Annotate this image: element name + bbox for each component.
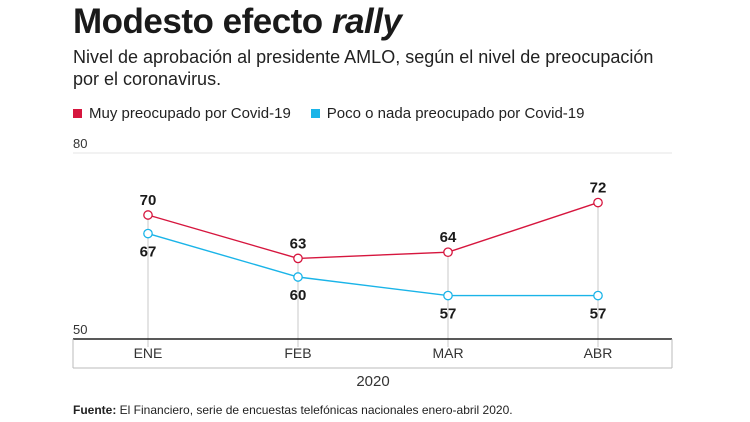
title-emphasis: rally — [331, 2, 402, 41]
series-0-data-label-feb: 63 — [290, 235, 307, 252]
series-1-point-abr — [593, 290, 603, 301]
series-0-data-label-ene: 70 — [140, 192, 157, 209]
legend: Muy preocupado por Covid-19 Poco o nada … — [73, 105, 604, 122]
legend-swatch-muy-preocupado — [73, 109, 82, 118]
series-0-point-mar — [443, 247, 453, 258]
series-0-data-label-abr: 72 — [590, 180, 607, 197]
x-tick-label-mar: MAR — [432, 345, 463, 361]
series-1-data-label-abr: 57 — [590, 306, 607, 323]
series-0-point-abr — [593, 197, 603, 208]
x-tick-label-abr: ABR — [584, 345, 613, 361]
series-1-point-ene — [143, 228, 153, 239]
series-1-point-feb — [293, 272, 303, 282]
series-1-data-label-feb: 60 — [290, 287, 307, 304]
x-tick-label-feb: FEB — [284, 345, 311, 361]
chart-title: Modesto efecto rally — [73, 2, 402, 42]
x-tick-label-ene: ENE — [134, 345, 163, 361]
source-text: El Financiero, serie de encuestas telefó… — [116, 403, 513, 417]
y-tick-label-50: 50 — [73, 322, 87, 337]
x-axis-label: 2020 — [356, 373, 389, 390]
series-0-point-feb — [293, 253, 303, 264]
series-1-data-label-ene: 67 — [140, 244, 157, 261]
series-line-1 — [147, 232, 598, 297]
series-1-data-label-mar: 57 — [440, 306, 457, 323]
series-1-point-mar — [443, 290, 453, 301]
y-tick-label-80: 80 — [73, 136, 87, 151]
legend-label-poco-preocupado: Poco o nada preocupado por Covid-19 — [326, 105, 585, 122]
series-0-point-ene — [143, 210, 153, 220]
legend-label-muy-preocupado: Muy preocupado por Covid-19 — [89, 105, 291, 122]
series-0-data-label-mar: 64 — [440, 229, 457, 246]
chart-subtitle: Nivel de aprobación al presidente AMLO, … — [73, 47, 654, 89]
legend-item-muy-preocupado: Muy preocupado por Covid-19 — [73, 105, 291, 122]
source-label: Fuente: — [73, 403, 117, 417]
legend-item-poco-preocupado: Poco o nada preocupado por Covid-19 — [310, 105, 585, 122]
source-note: Fuente: El Financiero, serie de encuesta… — [73, 403, 513, 417]
title-main: Modesto efecto — [73, 2, 323, 41]
series-line-0 — [147, 201, 599, 260]
legend-swatch-poco-preocupado — [310, 109, 320, 118]
